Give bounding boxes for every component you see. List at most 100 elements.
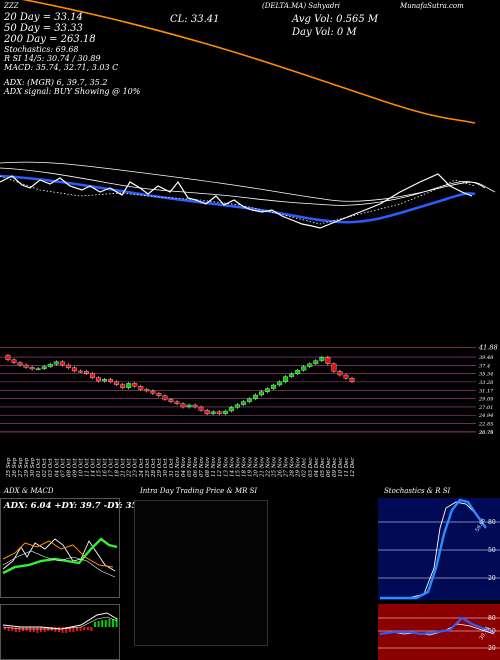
macd-bar — [32, 627, 35, 632]
date-tick-label: 21 Nov — [259, 456, 265, 478]
day-volume-text: Day Vol: 0 M — [292, 27, 357, 38]
date-tick-label: 27 Sep — [18, 457, 24, 478]
price-tick-label: 24.94 — [478, 413, 493, 419]
date-tick-label: 01 Nov — [175, 456, 181, 477]
date-tick-label: 10 Dec — [338, 458, 344, 478]
close-price-text: CL: 33.41 — [170, 14, 220, 25]
macd-panel — [0, 604, 120, 660]
date-tick-label: 05 Nov — [187, 456, 193, 477]
macd-bar — [65, 627, 68, 633]
macd-bar — [18, 627, 21, 632]
stoch-rsi-title: Stochastics & R SI — [384, 487, 451, 495]
date-tick-label: 27 Nov — [284, 456, 290, 478]
candle — [198, 406, 204, 411]
candle — [35, 368, 41, 370]
price-line — [0, 173, 473, 229]
candle — [186, 404, 192, 408]
rsi-svg: 80 50 20 30.74 — [378, 615, 500, 652]
date-tick-label: 31 Oct — [169, 458, 175, 477]
header-left: ZZZ — [4, 2, 19, 10]
adx-panel: ADX: 6.04 +DY: 39.7 -DY: 35.18 — [0, 498, 152, 598]
macd-bar — [58, 627, 60, 632]
candle — [23, 364, 29, 368]
macd-bar — [97, 621, 100, 627]
macd-bar — [94, 622, 96, 627]
date-tick-label: 09 Oct — [72, 458, 78, 477]
candle — [192, 404, 198, 408]
macd-bar — [104, 620, 107, 627]
header-bar: ZZZ (DELTA.MA) Sahyadri MunafaSutra.com — [0, 0, 500, 14]
price-tick-label: 29.09 — [478, 397, 494, 403]
candle — [47, 364, 53, 367]
price-tick-label: 27.01 — [478, 405, 493, 411]
intraday-panel — [134, 500, 268, 646]
price-tick-label: 37.4 — [479, 363, 490, 369]
macd-bar — [61, 627, 64, 633]
candle — [17, 362, 23, 366]
adx-signal-text: ADX signal: BUY Showing @ 10% — [4, 87, 141, 96]
macd-bar — [7, 627, 10, 631]
rsi-text: R SI 14/5: 30.74 / 30.89 — [4, 54, 101, 63]
ma-thin-2 — [0, 167, 486, 206]
date-tick-label: 19 Nov — [247, 456, 253, 477]
candle — [204, 410, 210, 414]
candle — [301, 366, 307, 371]
stoch-svg: 80 50 20 59.68 — [378, 498, 500, 600]
date-tick-label: 02 Oct — [42, 458, 48, 477]
macd-bar — [115, 618, 118, 627]
candle — [156, 393, 162, 396]
date-tick-label: 10 Oct — [78, 458, 84, 477]
date-tick-label: 13 Nov — [223, 456, 229, 477]
candle — [41, 366, 47, 369]
date-tick-label: 15 Nov — [235, 456, 241, 477]
date-tick-label: 24 Oct — [139, 458, 145, 478]
macd-svg — [2, 612, 118, 633]
date-tick-label: 04 Oct — [54, 458, 60, 477]
macd-bar — [11, 627, 14, 631]
macd-histogram — [4, 618, 118, 633]
candle — [349, 378, 355, 382]
rsi-tick-80: 80 — [488, 615, 496, 622]
candle — [132, 383, 138, 387]
macd-bar — [36, 627, 39, 633]
candle — [313, 360, 319, 364]
price-tick-label: 20.75 — [478, 430, 493, 436]
date-tick-label: 11 Oct — [84, 458, 90, 477]
candle — [240, 401, 246, 405]
date-tick-label: 30 Sep — [30, 457, 36, 477]
ma50-text: 50 Day = 33.33 — [4, 23, 83, 34]
adx-green-line — [2, 537, 118, 575]
candle — [144, 389, 150, 392]
date-tick-label: 07 Oct — [60, 458, 66, 477]
candle — [222, 410, 228, 414]
stoch-text: Stochastics: 69.68 — [4, 45, 79, 54]
macd-bar — [83, 627, 86, 630]
avg-volume-text: Avg Vol: 0.565 M — [292, 14, 379, 25]
candle — [126, 383, 132, 388]
date-tick-label: 06 Nov — [193, 456, 199, 477]
candle — [90, 373, 95, 378]
rsi-line — [379, 616, 495, 636]
candle — [162, 395, 168, 400]
candle — [228, 407, 234, 412]
date-tick-label: 11 Nov — [211, 456, 217, 477]
price-tick-label: 20.79 — [478, 430, 494, 436]
candle — [319, 357, 325, 361]
macd-bar — [76, 627, 78, 631]
candle — [11, 359, 17, 363]
macd-text: MACD: 35.74, 32.71, 3.03 C — [4, 63, 119, 72]
date-tick-label: 11 Dec — [344, 458, 350, 478]
adx-readout: ADX: 6.04 +DY: 39.7 -DY: 35.18 — [4, 501, 153, 511]
macd-bar — [68, 627, 71, 632]
candle — [283, 376, 289, 382]
date-tick-label: 16 Oct — [103, 458, 109, 477]
candle — [138, 386, 144, 390]
ma20-text: 20 Day = 33.14 — [4, 12, 83, 23]
candle — [337, 371, 343, 376]
rsi-tick-50: 50 — [488, 628, 496, 635]
candle — [108, 379, 114, 382]
intraday-title: Intra Day Trading Price & MR SI — [140, 487, 258, 495]
date-tick-label: 14 Oct — [90, 458, 96, 477]
price-dotted-line — [0, 175, 476, 225]
date-tick-label: 03 Oct — [48, 458, 54, 477]
